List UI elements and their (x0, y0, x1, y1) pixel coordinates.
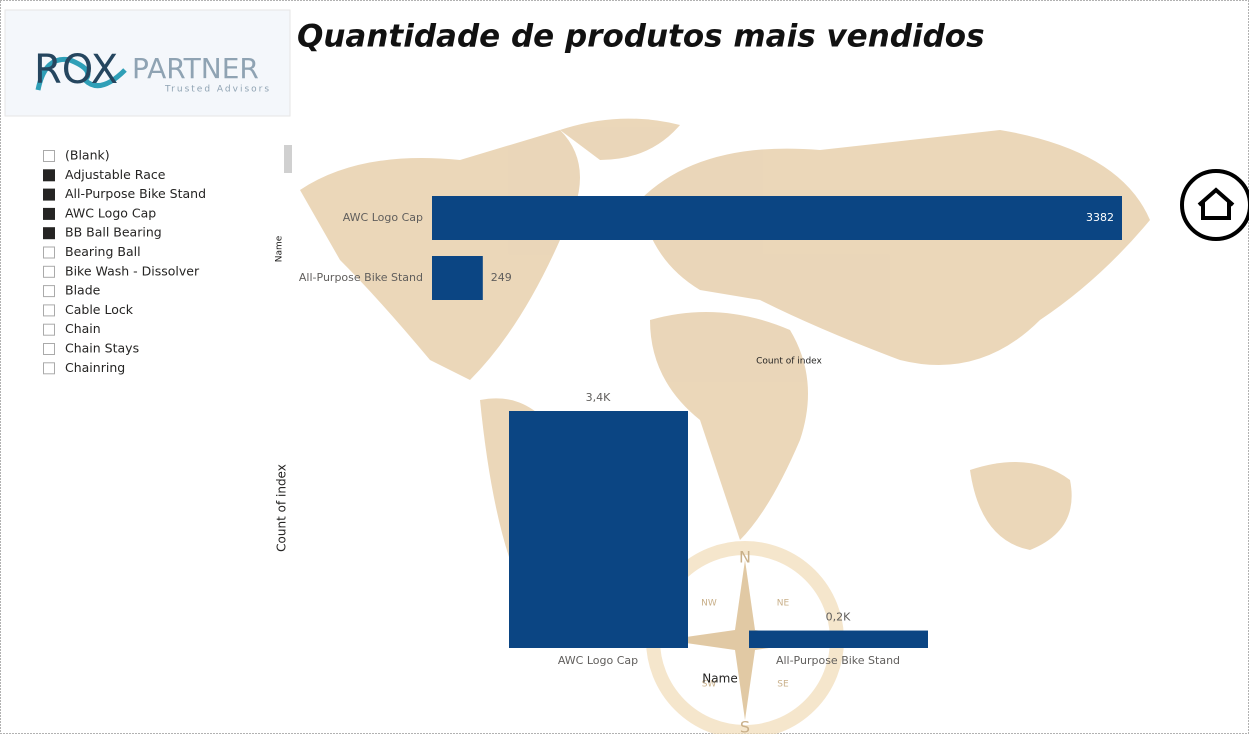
data-label: 249 (491, 271, 512, 284)
logo-name: PARTNER (132, 52, 259, 85)
home-icon[interactable] (1197, 187, 1235, 220)
home-button[interactable] (1180, 169, 1249, 241)
slicer-checkbox[interactable] (43, 246, 55, 259)
compass-label: N (739, 548, 751, 567)
slicer-checkbox[interactable] (43, 343, 55, 355)
x-tick-label: AWC Logo Cap (558, 654, 638, 667)
data-label: 0,2K (826, 611, 851, 624)
logo-swoosh (35, 56, 127, 91)
bar (509, 411, 688, 648)
data-label: 3382 (1086, 211, 1114, 224)
y-tick-label: All-Purpose Bike Stand (299, 271, 423, 284)
slicer-item[interactable]: (Blank) (65, 148, 110, 163)
slicer-item[interactable]: Chain Stays (65, 341, 139, 356)
logo-brand: ROX (34, 47, 118, 93)
slicer-checkbox[interactable] (43, 150, 55, 162)
scrollbar[interactable] (284, 145, 292, 173)
slicer-checkbox[interactable] (43, 304, 55, 317)
bar (432, 196, 1122, 240)
slicer-item[interactable]: Chainring (65, 360, 125, 375)
slicer-item[interactable]: Cable Lock (65, 302, 134, 317)
y-axis-title: Count of index (275, 464, 289, 552)
home-circle[interactable] (1180, 169, 1249, 241)
map-background (300, 118, 1150, 560)
bar (432, 256, 483, 300)
slicer-checkbox[interactable] (43, 169, 55, 182)
slicer-checkbox[interactable] (43, 323, 55, 336)
slicer-item[interactable]: Chain (65, 321, 101, 336)
slicer-item[interactable]: AWC Logo Cap (65, 205, 156, 220)
slicer-item[interactable]: All-Purpose Bike Stand (65, 186, 206, 201)
page-title: Quantidade de produtos mais vendidos (297, 19, 985, 55)
data-label: 3,4K (586, 391, 611, 404)
compass-label: NE (777, 599, 790, 609)
x-tick-label: All-Purpose Bike Stand (776, 654, 900, 667)
compass-label: SE (777, 680, 789, 690)
slicer-item[interactable]: Bearing Ball (65, 244, 141, 259)
y-tick-label: AWC Logo Cap (343, 211, 423, 224)
slicer-checkbox[interactable] (43, 227, 55, 240)
slicer-checkbox[interactable] (43, 362, 55, 375)
x-axis-title: Name (702, 672, 737, 686)
compass-label: S (740, 718, 750, 734)
slicer-item[interactable]: Bike Wash - Dissolver (65, 263, 200, 278)
slicer-checkbox[interactable] (43, 188, 55, 201)
slicer-checkbox[interactable] (43, 285, 55, 298)
slicer-checkbox[interactable] (43, 207, 55, 220)
slicer-item[interactable]: Adjustable Race (65, 167, 166, 182)
y-axis-title: Name (275, 235, 285, 262)
slicer-checkbox[interactable] (43, 265, 55, 278)
compass-label: NW (701, 599, 717, 609)
x-axis-title: Count of index (756, 357, 822, 367)
slicer-item[interactable]: Blade (65, 283, 101, 298)
slicer-item[interactable]: BB Ball Bearing (65, 225, 162, 240)
bar (749, 630, 928, 648)
logo-tagline: Trusted Advisors (164, 85, 271, 95)
compass-label: SW (702, 680, 717, 690)
